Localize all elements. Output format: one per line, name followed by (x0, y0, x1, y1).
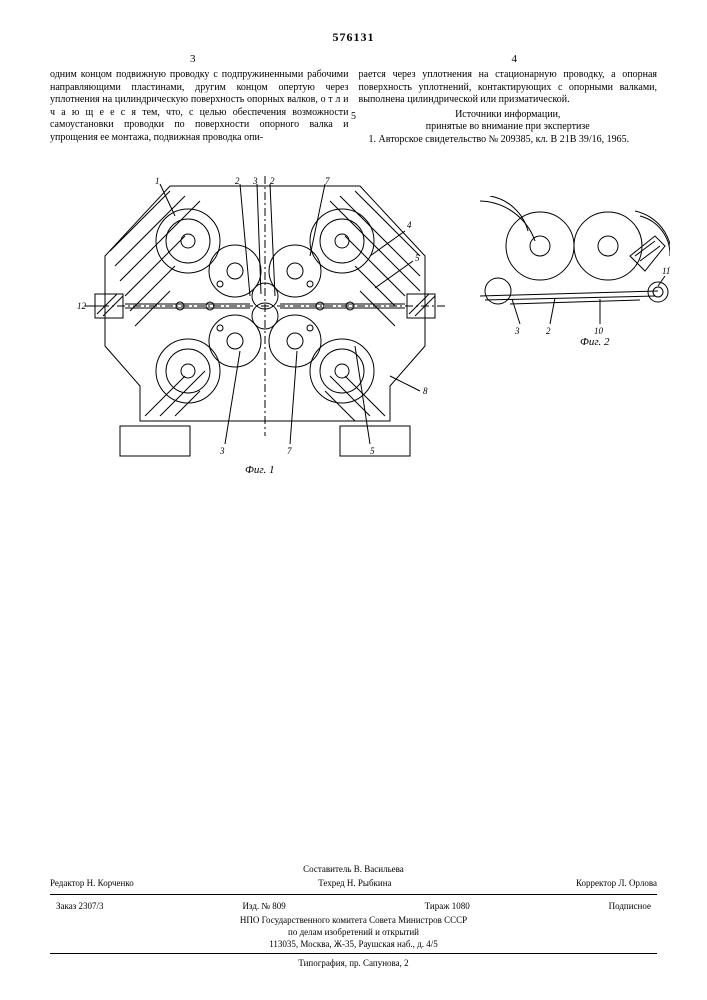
left-column: одним концом подвижную проводку с подпру… (50, 69, 349, 146)
left-column-text: одним концом подвижную проводку с подпру… (50, 69, 349, 144)
svg-text:2: 2 (235, 176, 240, 186)
imprint-block: Составитель В. Васильева Редактор Н. Кор… (50, 862, 657, 970)
sources-item: 1. Авторское свидетельство № 209385, кл.… (359, 134, 658, 147)
subscription: Подписное (603, 901, 657, 911)
tech-editor: Техред Н. Рыбкина (318, 878, 391, 888)
corrector: Корректор Л. Орлова (576, 878, 657, 888)
org-address: 113035, Москва, Ж-35, Раушская наб., д. … (50, 939, 657, 949)
figure-2-label: Фиг. 2 (580, 336, 610, 348)
svg-text:3: 3 (514, 326, 520, 336)
right-col-para1: рается через уплотнения на стационарную … (359, 69, 658, 107)
right-column: рается через уплотнения на стационарную … (359, 69, 658, 146)
editor: Редактор Н. Корченко (50, 878, 134, 888)
printshop: Типография, пр. Сапунова, 2 (50, 958, 657, 968)
left-col-number: 3 (190, 53, 196, 65)
figure-2: 3 2 10 11 (480, 196, 670, 346)
line-number-gutter: 5 (351, 111, 356, 124)
svg-text:10: 10 (594, 326, 604, 336)
svg-text:8: 8 (423, 386, 428, 396)
circulation: Тираж 1080 (419, 901, 476, 911)
right-col-number: 4 (512, 53, 518, 65)
svg-text:2: 2 (270, 176, 275, 186)
column-numbers: 3 4 (50, 53, 657, 65)
sources-heading: Источники информации, принятые во вниман… (359, 109, 658, 134)
svg-text:7: 7 (325, 176, 330, 186)
org-line1: НПО Государственного комитета Совета Мин… (50, 915, 657, 925)
svg-text:12: 12 (77, 301, 87, 311)
svg-text:7: 7 (287, 446, 292, 456)
org-line2: по делам изобретений и открытий (50, 927, 657, 937)
figure-1-label: Фиг. 1 (245, 464, 275, 476)
edition-number: Изд. № 809 (236, 901, 291, 911)
svg-text:4: 4 (407, 220, 412, 230)
svg-text:5: 5 (370, 446, 375, 456)
svg-text:11: 11 (662, 266, 670, 276)
svg-text:2: 2 (546, 326, 551, 336)
figure-1: 1 2 3 2 7 4 5 12 3 7 5 8 (75, 176, 455, 466)
compiler-line: Составитель В. Васильева (50, 864, 657, 874)
document-number: 576131 (50, 30, 657, 45)
figures-area: 1 2 3 2 7 4 5 12 3 7 5 8 Фиг. 1 (50, 176, 657, 476)
svg-text:1: 1 (155, 176, 160, 186)
svg-text:3: 3 (252, 176, 258, 186)
svg-text:5: 5 (415, 253, 420, 263)
svg-text:3: 3 (219, 446, 225, 456)
order-number: Заказ 2307/3 (50, 901, 110, 911)
